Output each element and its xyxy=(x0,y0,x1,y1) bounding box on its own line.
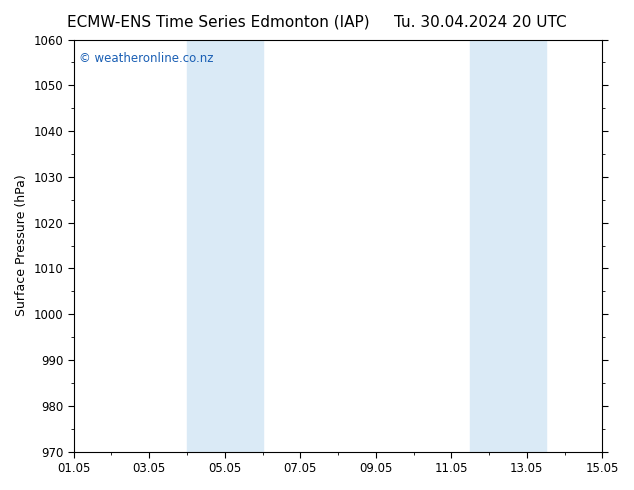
Bar xyxy=(187,40,262,452)
Text: © weatheronline.co.nz: © weatheronline.co.nz xyxy=(79,52,214,65)
Text: ECMW-ENS Time Series Edmonton (IAP)     Tu. 30.04.2024 20 UTC: ECMW-ENS Time Series Edmonton (IAP) Tu. … xyxy=(67,15,567,30)
Bar xyxy=(470,40,546,452)
Y-axis label: Surface Pressure (hPa): Surface Pressure (hPa) xyxy=(15,175,28,317)
